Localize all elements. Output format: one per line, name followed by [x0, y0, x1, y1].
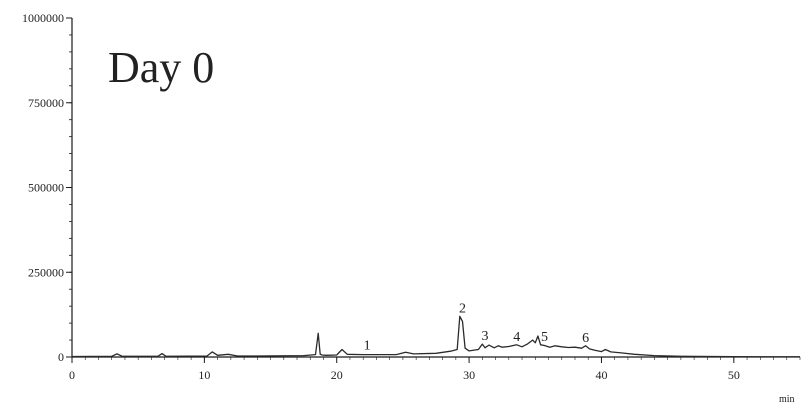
peak-annotations: 123 4 5 6 — [364, 301, 589, 353]
x-tick-label: 0 — [69, 368, 75, 382]
x-tick-label: 20 — [331, 368, 343, 382]
x-tick-label: 10 — [198, 368, 210, 382]
series-line-0 — [71, 315, 801, 358]
peak-label: 1 — [364, 339, 371, 354]
peak-label: 3 — [481, 329, 488, 344]
y-tick-label: 250000 — [28, 265, 64, 279]
y-tick-label: 0 — [58, 350, 64, 364]
x-tick-label: 30 — [463, 368, 475, 382]
axes: 0 250000 500000 750000 1000000 0 10 20 30 40 50 — [22, 11, 801, 382]
x-axis-unit-label: min — [779, 394, 795, 405]
peak-label: 5 — [541, 330, 548, 345]
peak-label: 4 — [513, 330, 520, 345]
series-group — [71, 315, 801, 358]
y-tick-label: 500000 — [28, 181, 64, 195]
peak-label: 6 — [582, 331, 589, 346]
peak-label: 2 — [459, 301, 466, 316]
y-tick-label: 1000000 — [22, 11, 64, 25]
x-tick-label: 50 — [728, 368, 740, 382]
x-tick-label: 40 — [595, 368, 607, 382]
chart-title: Day 0 — [108, 43, 214, 92]
y-tick-label: 750000 — [28, 96, 64, 110]
